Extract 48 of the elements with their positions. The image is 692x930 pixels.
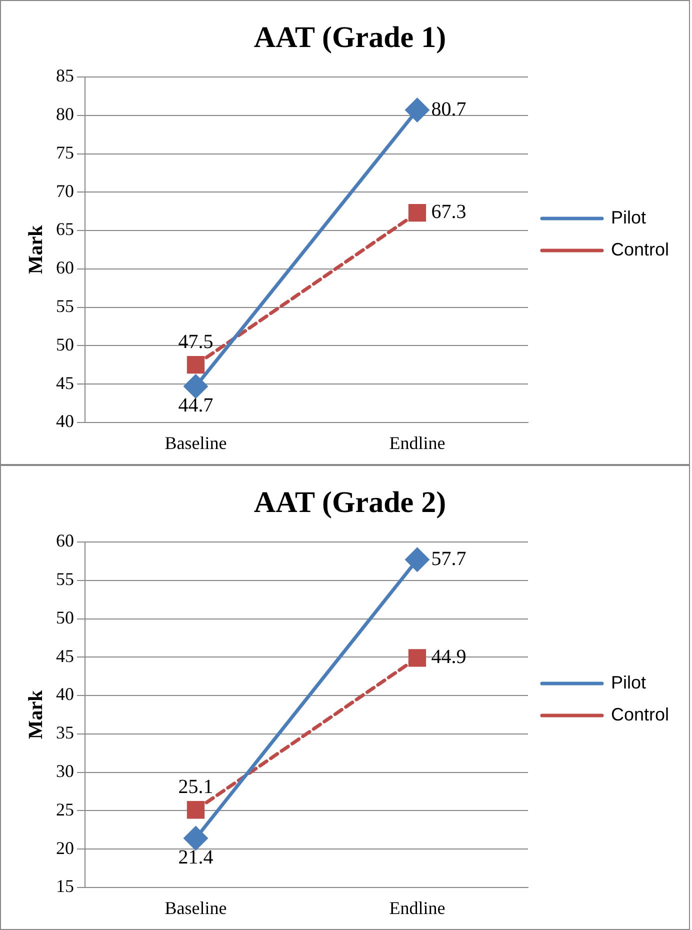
x-tick-label: Endline: [389, 432, 446, 453]
y-tick-label: 50: [56, 334, 74, 354]
point: [184, 374, 208, 398]
point: [405, 548, 429, 572]
point: [405, 98, 429, 122]
y-tick-label: 15: [56, 876, 74, 896]
x-tick-label: Baseline: [164, 432, 227, 453]
y-tick-label: 40: [56, 411, 74, 432]
y-tick-label: 45: [56, 646, 74, 666]
y-tick-label: 35: [56, 722, 74, 743]
point: [408, 204, 426, 222]
chart-title: AAT (Grade 1): [254, 20, 446, 54]
y-tick-label: 25: [56, 799, 74, 820]
point: [186, 356, 205, 374]
x-tick-label: Endline: [389, 898, 446, 918]
y-axis-title: Mark: [25, 689, 48, 740]
legend-label: Control: [610, 704, 670, 724]
point: [186, 801, 205, 819]
y-tick-label: 55: [56, 296, 74, 316]
y-tick-label: 60: [56, 258, 74, 278]
y-axis-title: Mark: [25, 224, 48, 274]
y-tick-label: 50: [56, 607, 74, 628]
legend-label: Control: [610, 239, 670, 260]
y-tick-label: 20: [56, 838, 74, 858]
data-label: 80.7: [431, 98, 466, 120]
point: [408, 649, 426, 667]
data-label: 44.7: [178, 394, 214, 417]
y-tick-label: 75: [56, 142, 74, 162]
y-tick-label: 45: [56, 372, 74, 393]
data-label: 47.5: [178, 331, 214, 354]
y-tick-label: 40: [56, 684, 74, 704]
legend-label: Pilot: [610, 672, 646, 692]
y-tick-label: 65: [56, 219, 74, 240]
y-tick-label: 30: [56, 761, 74, 781]
data-label: 67.3: [431, 201, 466, 224]
legend-label: Pilot: [610, 207, 646, 228]
point: [184, 826, 208, 850]
y-tick-label: 80: [56, 104, 74, 124]
x-tick-label: Baseline: [164, 898, 227, 918]
data-label: 21.4: [178, 846, 214, 869]
data-label: 25.1: [178, 776, 214, 798]
y-tick-label: 55: [56, 569, 74, 590]
chart-title: AAT (Grade 2): [254, 486, 446, 519]
y-tick-label: 70: [56, 180, 74, 201]
data-label: 57.7: [431, 548, 466, 570]
data-label: 44.9: [431, 646, 466, 668]
y-tick-label: 85: [56, 66, 74, 86]
y-tick-label: 60: [56, 530, 74, 551]
